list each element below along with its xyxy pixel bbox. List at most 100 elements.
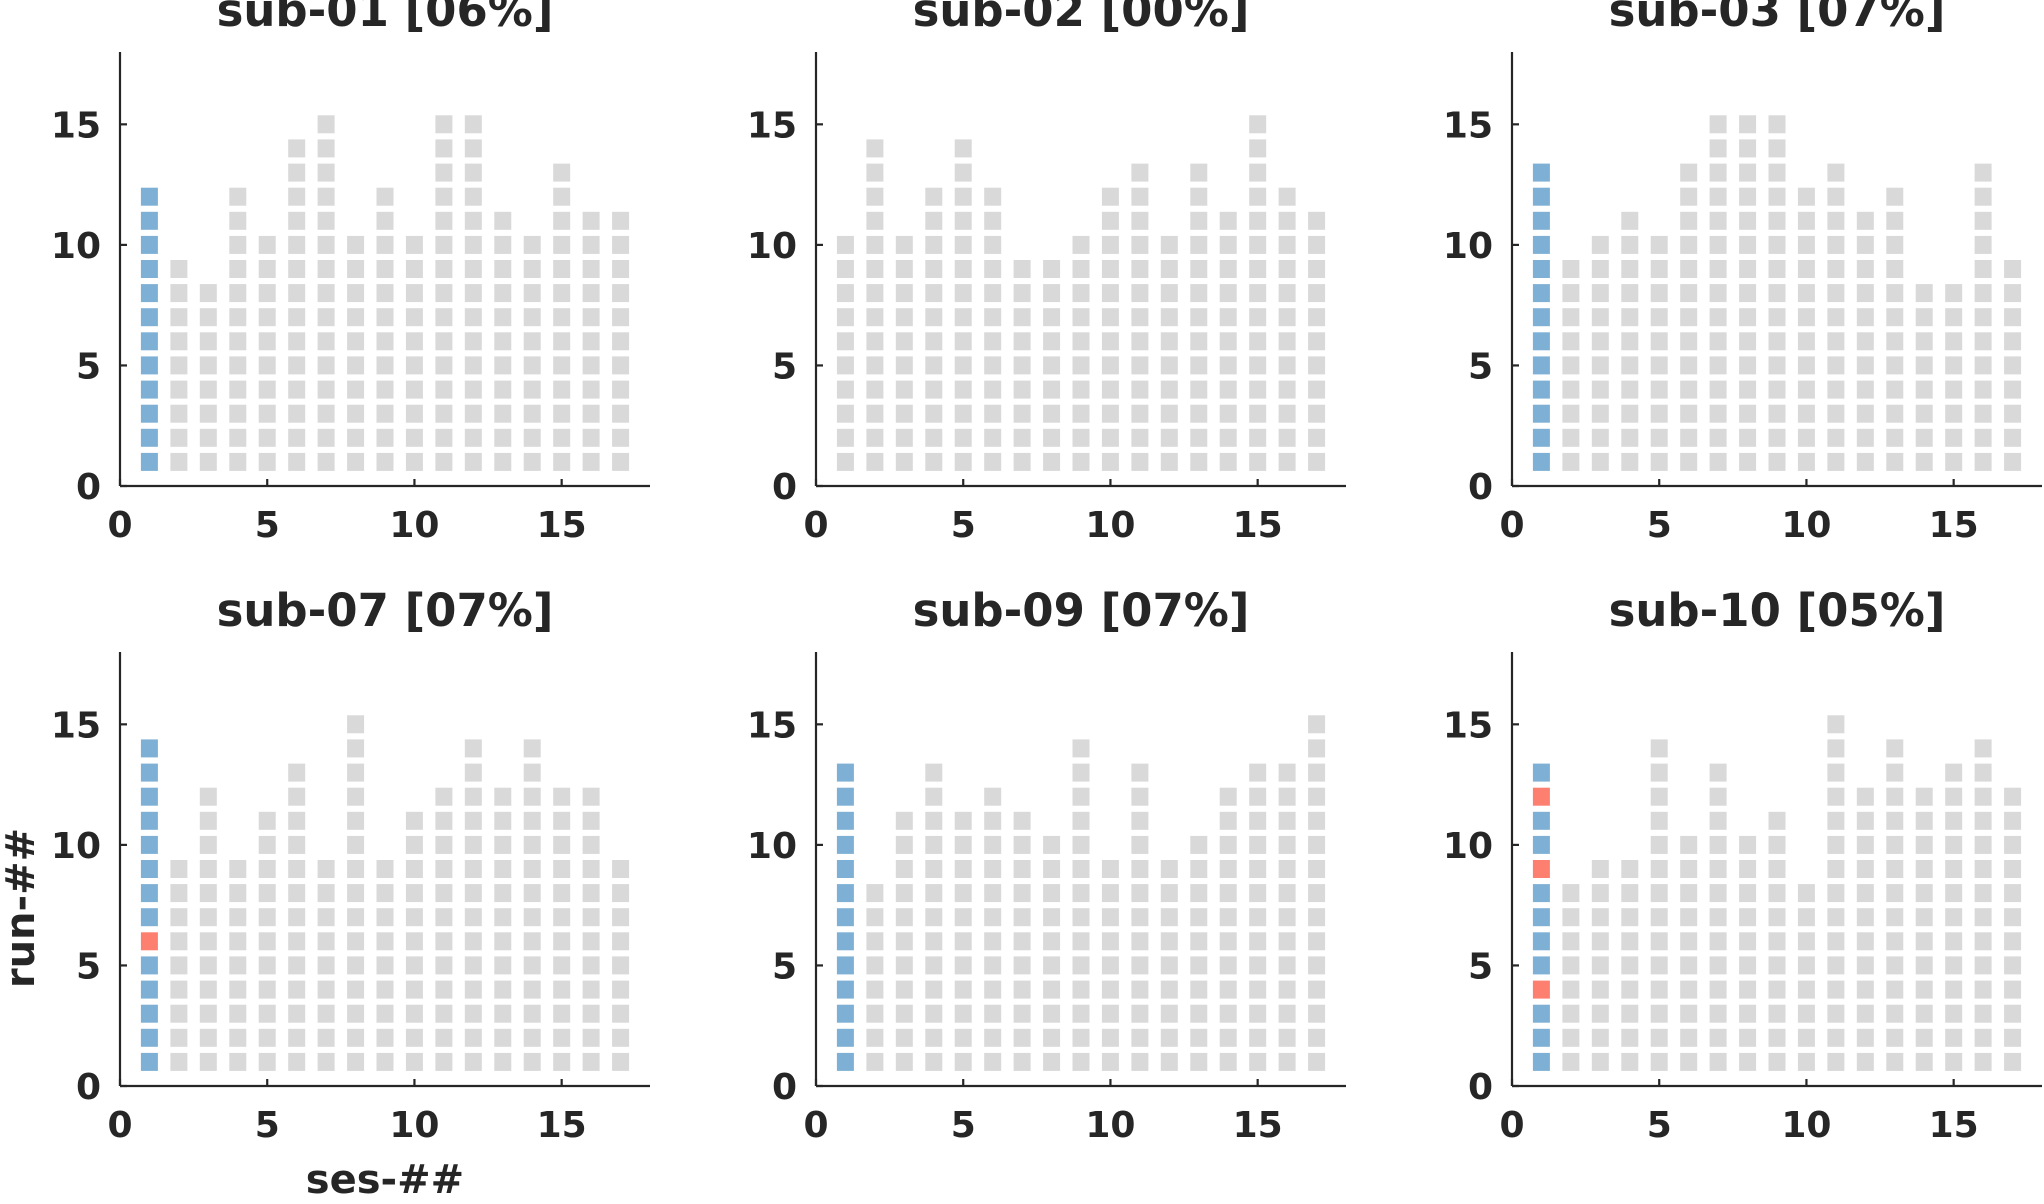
run-cell: [317, 235, 335, 254]
run-cell: [1974, 380, 1992, 399]
run-cell: [836, 811, 854, 830]
run-cell: [1886, 1028, 1904, 1047]
run-cell: [170, 284, 188, 303]
run-cell: [347, 284, 365, 303]
run-cell: [140, 763, 158, 782]
run-cell: [464, 811, 482, 830]
run-cell: [1532, 1028, 1550, 1047]
run-cell: [1072, 956, 1090, 975]
run-cell: [1915, 956, 1933, 975]
run-cell: [494, 932, 512, 951]
run-cell: [1072, 235, 1090, 254]
run-cell: [1308, 284, 1326, 303]
run-cell: [1621, 284, 1639, 303]
run-cell: [1945, 884, 1963, 903]
run-cell: [1043, 884, 1061, 903]
run-cell: [1131, 932, 1149, 951]
run-cell: [1709, 163, 1727, 182]
run-cell: [288, 404, 306, 423]
run-cell: [1591, 428, 1609, 447]
run-cell: [866, 932, 884, 951]
run-cell: [170, 1004, 188, 1023]
run-cell: [1856, 932, 1874, 951]
run-cell: [1190, 332, 1208, 351]
run-cell: [464, 452, 482, 471]
run-cell: [954, 452, 972, 471]
y-tick-label: 15: [1443, 105, 1493, 146]
run-cell: [1278, 1028, 1296, 1047]
run-cell: [1072, 428, 1090, 447]
y-tick-label: 0: [1468, 467, 1493, 508]
run-cell: [1886, 835, 1904, 854]
run-cell: [347, 380, 365, 399]
run-cell: [1650, 235, 1668, 254]
run-cell: [1680, 956, 1698, 975]
run-cell: [1650, 308, 1668, 327]
run-cell: [199, 835, 217, 854]
run-cell: [1886, 1052, 1904, 1071]
run-cell: [1101, 404, 1119, 423]
run-cell: [1160, 452, 1178, 471]
run-cell: [1974, 284, 1992, 303]
run-cell: [1650, 956, 1668, 975]
x-tick-label: 15: [1233, 1105, 1283, 1146]
run-cell: [895, 260, 913, 278]
run-cell: [1219, 908, 1237, 927]
run-cell: [1827, 332, 1845, 351]
run-cell: [1856, 811, 1874, 830]
run-cell: [199, 787, 217, 806]
run-cell: [1278, 260, 1296, 278]
run-cell: [1768, 115, 1786, 134]
run-cell: [895, 811, 913, 830]
run-cell: [140, 284, 158, 303]
run-cell: [836, 835, 854, 854]
run-cell: [1709, 211, 1727, 230]
run-cell: [1650, 787, 1668, 806]
run-cell: [954, 1004, 972, 1023]
run-cell: [1101, 260, 1119, 278]
run-cell: [836, 452, 854, 471]
run-cell: [2004, 835, 2022, 854]
run-cell: [1768, 956, 1786, 975]
run-cell: [1856, 908, 1874, 927]
run-cell: [1249, 163, 1267, 182]
x-tick-label: 15: [1929, 505, 1979, 546]
run-cell: [2004, 1004, 2022, 1023]
run-cell: [1680, 332, 1698, 351]
run-cell: [288, 787, 306, 806]
run-cell: [464, 404, 482, 423]
run-cell: [1013, 356, 1031, 375]
run-cell: [1043, 404, 1061, 423]
x-tick-label: 10: [1781, 505, 1831, 546]
run-cell: [1562, 260, 1580, 278]
run-cell: [1650, 404, 1668, 423]
run-cell: [1680, 860, 1698, 878]
run-cell: [1532, 163, 1550, 182]
run-cell: [1532, 763, 1550, 782]
run-cell: [1219, 1052, 1237, 1071]
panel-title: sub-03 [07%]: [1609, 0, 1946, 37]
run-cell: [288, 235, 306, 254]
run-cell: [1249, 1004, 1267, 1023]
run-cell: [376, 332, 394, 351]
run-cell: [1562, 1028, 1580, 1047]
run-cell: [435, 380, 453, 399]
run-cell: [954, 1028, 972, 1047]
run-cell: [1562, 356, 1580, 375]
run-cell: [954, 139, 972, 158]
run-cell: [925, 404, 943, 423]
run-cell: [895, 860, 913, 878]
run-cell: [836, 932, 854, 951]
run-cell: [1308, 715, 1326, 734]
run-cell: [836, 908, 854, 927]
run-cell: [347, 811, 365, 830]
run-cell: [895, 332, 913, 351]
run-cell: [1768, 980, 1786, 999]
run-cell: [464, 739, 482, 758]
y-tick-label: 5: [76, 946, 101, 987]
run-cell: [1856, 332, 1874, 351]
run-cell: [1013, 932, 1031, 951]
run-cell: [1249, 980, 1267, 999]
run-cell: [258, 332, 276, 351]
run-cell: [1886, 284, 1904, 303]
